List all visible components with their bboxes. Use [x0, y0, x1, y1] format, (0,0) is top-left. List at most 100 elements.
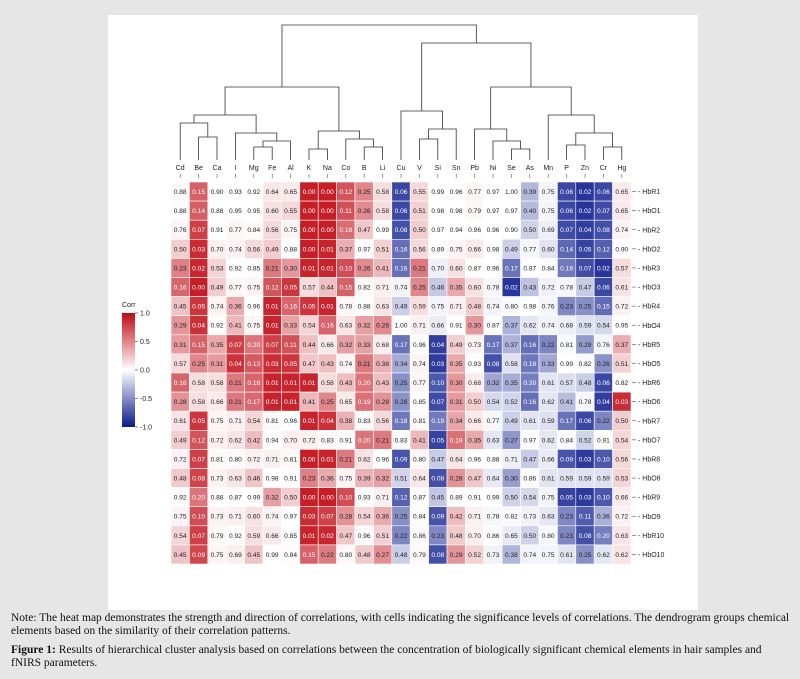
- cell-value-label: 0.01: [321, 456, 334, 463]
- cell-value-label: 0.60: [247, 514, 260, 521]
- row-label: - HbO1: [638, 208, 661, 215]
- cell-value-label: 0.96: [450, 189, 463, 196]
- cell-value-label: 0.61: [523, 418, 536, 425]
- cell-value-label: 0.81: [413, 418, 426, 425]
- cell-value-label: 0.74: [523, 552, 536, 559]
- cell-value-label: 0.92: [229, 533, 242, 540]
- cell-value-label: 0.19: [560, 265, 573, 272]
- cell-value-label: 0.85: [284, 533, 297, 540]
- cell-value-label: 0.80: [542, 533, 555, 540]
- cell-value-label: 0.16: [174, 380, 187, 387]
- cell-value-label: 0.45: [174, 552, 187, 559]
- cell-value-label: 0.49: [395, 304, 408, 311]
- cell-value-label: 0.07: [192, 533, 205, 540]
- cell-value-label: 0.20: [523, 380, 536, 387]
- figure-caption: Figure 1: Results of hierarchical cluste…: [11, 644, 791, 670]
- cell-value-label: 0.21: [339, 456, 352, 463]
- cell-value-label: 0.07: [431, 399, 444, 406]
- cell-value-label: 0.32: [339, 342, 352, 349]
- cell-value-label: 0.50: [284, 495, 297, 502]
- cell-value-label: 0.59: [247, 533, 260, 540]
- cell-value-label: 0.16: [523, 399, 536, 406]
- cell-value-label: 0.04: [229, 361, 242, 368]
- cell-value-label: 0.66: [321, 342, 334, 349]
- cell-value-label: 0.72: [211, 437, 224, 444]
- cell-value-label: 0.66: [468, 418, 481, 425]
- cell-value-label: 0.49: [505, 246, 518, 253]
- cell-value-label: 0.97: [487, 208, 500, 215]
- cell-value-label: 0.42: [450, 514, 463, 521]
- dendrogram-link: [419, 138, 439, 160]
- cell-value-label: 0.63: [229, 475, 242, 482]
- cell-value-label: 0.54: [174, 533, 187, 540]
- cell-value-label: 0.46: [247, 475, 260, 482]
- cell-value-label: 0.99: [266, 552, 279, 559]
- cell-value-label: 0.66: [542, 456, 555, 463]
- cell-value-label: 0.26: [358, 265, 371, 272]
- dendrogram-link: [193, 114, 257, 133]
- cell-value-label: 0.75: [542, 552, 555, 559]
- cell-value-label: 0.19: [358, 399, 371, 406]
- cell-value-label: 0.06: [597, 189, 610, 196]
- cell-value-label: 0.04: [597, 399, 610, 406]
- cell-value-label: 0.15: [339, 284, 352, 291]
- cell-value-label: 0.92: [174, 495, 187, 502]
- cell-value-label: 0.12: [192, 437, 205, 444]
- cell-value-label: 0.03: [303, 514, 316, 521]
- cell-value-label: 0.59: [579, 323, 592, 330]
- cell-value-label: 0.96: [376, 456, 389, 463]
- cell-value-label: 0.42: [247, 437, 260, 444]
- cell-value-label: 0.11: [284, 342, 297, 349]
- cell-value-label: 0.26: [358, 208, 371, 215]
- column-label: P: [564, 165, 569, 172]
- column-label: Li: [380, 165, 386, 172]
- cell-value-label: 0.30: [468, 323, 481, 330]
- cell-value-label: 0.54: [487, 399, 500, 406]
- cell-value-label: 0.41: [303, 399, 316, 406]
- row-label: - HbO3: [638, 285, 661, 292]
- dendrogram-link: [224, 86, 340, 131]
- cell-value-label: 0.07: [579, 265, 592, 272]
- cell-value-label: 0.96: [247, 304, 260, 311]
- legend-tick-label: 1.0: [140, 311, 150, 318]
- cell-value-label: 0.23: [560, 514, 573, 521]
- cell-value-label: 0.00: [303, 456, 316, 463]
- cell-value-label: 0.41: [413, 437, 426, 444]
- cell-value-label: 0.50: [523, 533, 536, 540]
- cell-value-label: 0.43: [339, 380, 352, 387]
- cell-value-label: 0.22: [597, 418, 610, 425]
- cell-value-label: 0.16: [284, 304, 297, 311]
- cell-value-label: 0.43: [523, 284, 536, 291]
- cell-value-label: 0.80: [505, 304, 518, 311]
- cell-value-label: 0.78: [560, 284, 573, 291]
- cell-value-label: 0.20: [358, 437, 371, 444]
- cell-value-label: 0.28: [376, 399, 389, 406]
- cell-value-label: 0.64: [450, 456, 463, 463]
- cell-value-label: 0.91: [450, 323, 463, 330]
- cell-value-label: 0.36: [229, 304, 242, 311]
- cell-value-label: 0.06: [395, 208, 408, 215]
- cell-value-label: 0.98: [431, 208, 444, 215]
- cell-value-label: 0.77: [413, 380, 426, 387]
- column-label: Pb: [470, 165, 479, 172]
- cell-value-label: 0.87: [413, 495, 426, 502]
- cell-value-label: 0.59: [542, 418, 555, 425]
- column-label: Si: [435, 165, 442, 172]
- cell-value-label: 0.84: [560, 437, 573, 444]
- cell-value-label: 0.01: [321, 304, 334, 311]
- cell-value-label: 0.98: [266, 475, 279, 482]
- heatmap-chart: 0.88 0.15 0.90 0.93 0.92 0.64 0.65 0.00 0.00 0.12…: [122, 24, 665, 565]
- cell-value-label: 0.09: [431, 514, 444, 521]
- cell-value-label: 0.54: [597, 323, 610, 330]
- dendrogram-link: [490, 86, 572, 129]
- cell-value-label: 0.25: [395, 380, 408, 387]
- cell-value-label: 0.41: [560, 399, 573, 406]
- cell-value-label: 0.92: [211, 323, 224, 330]
- cell-value-label: 0.61: [615, 284, 628, 291]
- figure-panel: 0.88 0.15 0.90 0.93 0.92 0.64 0.65 0.00 0.00 0.12…: [108, 15, 698, 610]
- cell-value-label: 0.55: [284, 208, 297, 215]
- cell-value-label: 0.03: [431, 361, 444, 368]
- legend-tick-label: 0.5: [140, 339, 150, 346]
- row-label: - HbO5: [638, 361, 661, 368]
- column-label: Sn: [452, 165, 461, 172]
